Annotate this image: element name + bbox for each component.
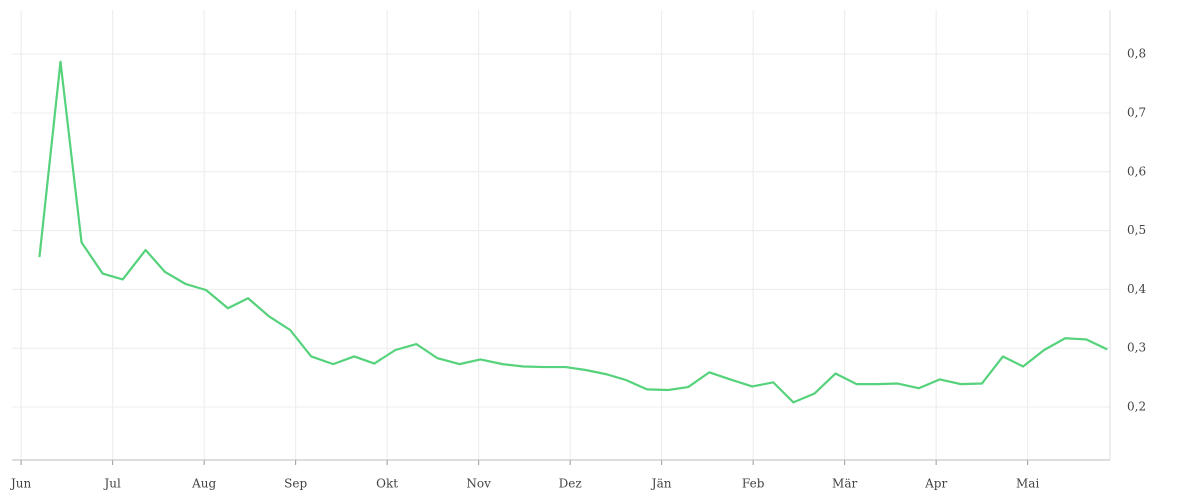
x-tick-label: Jun: [9, 477, 32, 491]
x-tick-label: Mär: [832, 477, 857, 491]
x-tick-label: Jul: [102, 477, 121, 491]
x-tick-label: Apr: [924, 477, 947, 491]
x-tick-label: Feb: [742, 477, 765, 491]
y-tick-label: 0,6: [1127, 164, 1146, 178]
y-tick-label: 0,7: [1127, 105, 1146, 119]
y-tick-label: 0,4: [1127, 282, 1146, 296]
y-tick-label: 0,3: [1127, 341, 1146, 355]
x-tick-label: Nov: [466, 477, 491, 491]
x-tick-label: Aug: [191, 477, 216, 491]
x-tick-label: Mai: [1016, 477, 1039, 491]
y-tick-label: 0,8: [1127, 47, 1146, 61]
x-tick-label: Jän: [650, 477, 672, 491]
y-tick-label: 0,5: [1127, 223, 1146, 237]
y-tick-label: 0,2: [1127, 400, 1146, 414]
x-tick-label: Sep: [284, 477, 307, 491]
x-tick-label: Okt: [376, 477, 398, 491]
x-tick-label: Dez: [559, 477, 582, 491]
line: [38, 60, 1108, 404]
